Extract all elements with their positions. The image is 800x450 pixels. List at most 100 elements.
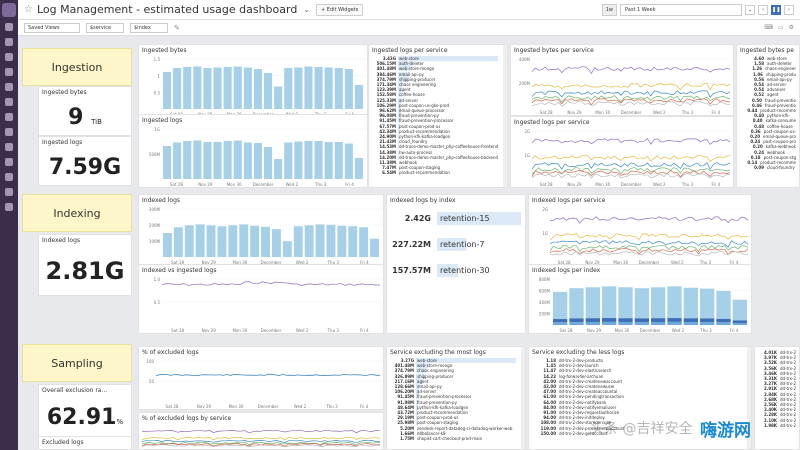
list-item[interactable]: 0.54 advanser [740,87,796,92]
list-item[interactable]: 3.27G web-store [390,358,522,363]
pause-icon[interactable]: ❚❚ [771,4,781,15]
series-line[interactable] [549,216,749,224]
bar-retention-30[interactable] [602,321,617,325]
list-item[interactable]: 217.16M agent [390,378,522,384]
list-item[interactable]: 91.00 dd-trx-2-dev-requestauthorize [532,410,748,415]
bar[interactable] [261,226,270,257]
bar[interactable] [233,140,242,180]
bar[interactable] [213,67,222,110]
series-line[interactable] [531,83,731,91]
bar-retention-7[interactable] [618,318,633,322]
list-item[interactable]: 43.72M product-recommendation [390,410,522,416]
bar-retention-30[interactable] [667,321,682,325]
list-item[interactable]: 119.00 dd-trx-2-dev-processnewaccount [532,426,748,431]
bar[interactable] [250,225,260,257]
bar[interactable] [304,225,314,257]
bar[interactable] [334,142,343,179]
list-item[interactable]: 1.26 chaos-engineer [740,66,796,71]
list-item[interactable]: 91.45M fraud-prevention-processor [372,118,504,124]
partial-list-widget[interactable]: 4.01K dd-trx-2 3.97K dd-trx-2 3.52K dd-trx-2 3… [754,346,800,450]
bar[interactable] [184,225,194,257]
exclusion-ratio-value-widget[interactable]: Overall exclusion ra... 62.91% [38,384,132,438]
series-line[interactable] [531,66,731,75]
bar[interactable] [163,146,172,179]
bar[interactable] [344,69,353,109]
list-item[interactable]: 227.22M retention-7 [387,235,525,253]
favorite-star-icon[interactable]: ☆ [24,4,33,15]
bar[interactable] [274,159,283,179]
list-item[interactable]: 21.42M cloud_foundry [372,139,504,145]
series-line[interactable] [141,444,381,447]
list-item[interactable]: 0.36 post-coupon-us- [740,129,796,134]
bar[interactable] [163,233,172,257]
service-excluding-most-widget[interactable]: Service excluding the most logs 3.27G web… [386,346,526,450]
bar[interactable] [354,158,363,179]
bar[interactable] [326,224,336,257]
bar[interactable] [223,67,232,109]
list-item[interactable]: 374.79M shipping-producer [372,76,504,82]
list-item[interactable]: 0.56 email-api-py [740,77,796,82]
bar[interactable] [203,142,212,179]
bar[interactable] [282,241,292,257]
list-item[interactable]: 374.79M chaos engineering [390,368,522,374]
list-item[interactable]: 94.00 dd-trx-2-dev-initdeploy [532,415,748,420]
list-item[interactable]: 1.58 auth-deleter [740,61,796,66]
list-item[interactable]: 2.84K dd-trx-2 [758,392,796,397]
series-line[interactable] [531,172,731,179]
nav-icon-metrics[interactable] [5,98,13,106]
bar-retention-30[interactable] [553,322,568,325]
nav-icon-ux-monitoring[interactable] [5,188,13,196]
list-item[interactable]: 91.08M fraud-prevention-py [390,399,522,405]
edit-widgets-button[interactable]: + Edit Widgets [316,3,364,16]
list-item[interactable]: 1.66M ddbalancer-k8 [390,431,522,436]
list-item[interactable]: 5.20M zendesk-report-datadog-ci-datadog-w… [390,426,522,431]
series-line[interactable] [549,240,749,248]
indexed-vs-ingested-widget[interactable]: Indexed vs ingested logs 1.0 0.5 Sat 28 Nov… [138,264,384,334]
list-item[interactable]: 42.00 dd-trx-2-dev-createnewaccount [532,379,748,384]
series-line[interactable] [141,429,381,434]
list-item[interactable]: 3.46K dd-trx-2 [758,371,796,376]
bar[interactable] [324,142,333,179]
bar[interactable] [243,67,252,110]
list-item[interactable]: 152.58M coffee-house [372,92,504,98]
list-item[interactable]: 0.52 agent [740,92,796,97]
bar[interactable] [206,225,216,257]
list-item[interactable]: 2.91K dd-trx-2 [758,386,796,391]
list-item[interactable]: 4.01K dd-trx-2 [758,350,796,355]
indexed-logs-by-index-widget[interactable]: Indexed logs by index 2.42G retention-15 2… [386,194,526,334]
nav-icon-notebooks[interactable] [5,143,13,151]
bar-retention-7[interactable] [667,318,682,322]
bar-retention-7[interactable] [602,318,617,322]
chevron-down-icon[interactable]: ⌄ [745,4,755,15]
bar-retention-15[interactable] [732,299,747,321]
bar[interactable] [272,229,281,257]
bar-retention-15[interactable] [667,286,682,319]
series-line[interactable] [141,436,381,441]
list-item[interactable]: 108.00 dd-trx-2-dev-storepersuse [532,420,748,425]
bar-retention-7[interactable] [683,318,698,323]
nav-icon-watchdog[interactable] [5,23,13,31]
list-item[interactable]: 7.47M post-coupon-staging [372,165,504,170]
list-item[interactable]: 42.00 dd-trx-2-dev-createnewuser [532,384,748,389]
list-item[interactable]: 64.00 dd-trx-2-dev-notifybank [532,400,748,405]
series-line[interactable] [531,100,730,107]
bar[interactable] [293,226,303,257]
list-item[interactable]: 67.57M post-coupon-prod-us [372,123,504,129]
bar[interactable] [183,141,192,179]
list-item[interactable]: 84.00 dd-trx-2-dev-notifyemailuser [532,405,748,410]
bar[interactable] [359,227,369,257]
list-item[interactable]: 4.60 web-store [740,56,796,61]
list-item[interactable]: 96.08M fraud-prevention-py [372,113,504,119]
list-item[interactable]: 0.24 post-coupon-pro [740,139,796,144]
timeframe-badge[interactable]: 1w [601,3,617,16]
list-item[interactable]: 1.75M shopist-cart-checkout-prod-main [390,436,522,441]
series-line[interactable] [549,250,749,257]
bar-retention-15[interactable] [569,288,584,319]
ingested-logs-value-widget[interactable]: Ingested logs 7.59G [38,136,132,186]
nav-icon-infrastructure[interactable] [5,68,13,76]
bar-retention-30[interactable] [700,322,715,325]
list-item[interactable]: 0.18 post-coupon-stg [740,155,796,160]
list-item[interactable]: 106.20M ad-server [390,389,522,395]
gear-icon[interactable]: ⚙ [788,24,794,31]
pct-excluded-by-service-widget[interactable]: % of excluded logs by service [138,412,384,450]
